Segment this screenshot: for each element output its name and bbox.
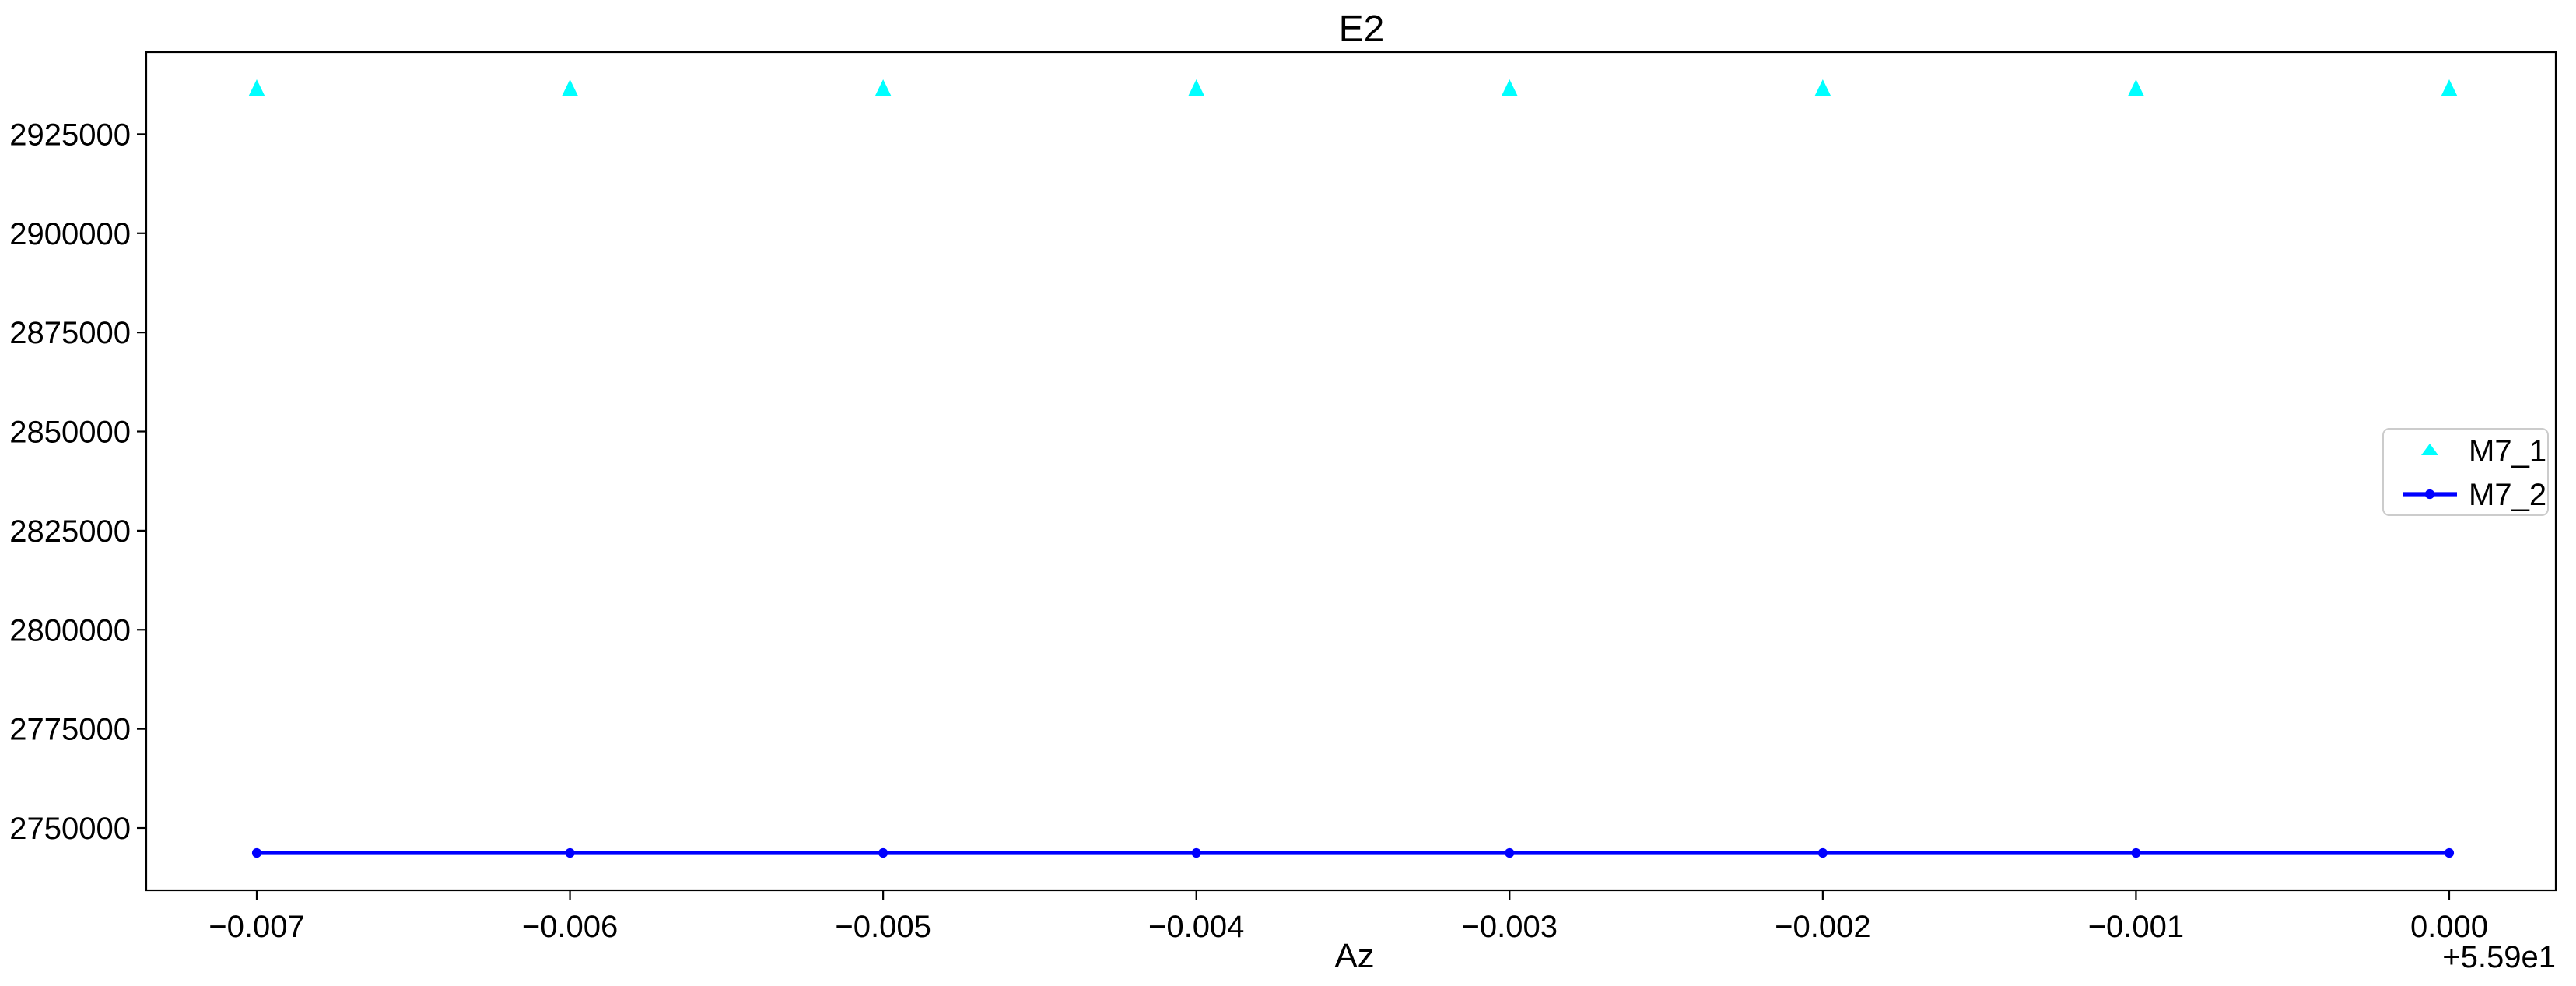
svg-text:M7_2: M7_2 <box>2469 478 2546 512</box>
svg-text:2925000: 2925000 <box>9 118 131 152</box>
svg-text:2900000: 2900000 <box>9 217 131 251</box>
svg-text:+5.59e1: +5.59e1 <box>2442 940 2556 974</box>
svg-text:−0.001: −0.001 <box>2088 910 2184 944</box>
svg-text:2750000: 2750000 <box>9 812 131 846</box>
svg-text:2775000: 2775000 <box>9 713 131 747</box>
svg-text:M7_1: M7_1 <box>2469 434 2546 468</box>
svg-text:2825000: 2825000 <box>9 514 131 549</box>
svg-text:−0.006: −0.006 <box>522 910 618 944</box>
svg-text:0.000: 0.000 <box>2410 910 2488 944</box>
svg-text:−0.007: −0.007 <box>209 910 304 944</box>
svg-text:2850000: 2850000 <box>9 416 131 450</box>
svg-text:E2: E2 <box>1339 9 1385 50</box>
svg-text:2875000: 2875000 <box>9 316 131 350</box>
svg-text:−0.004: −0.004 <box>1148 910 1244 944</box>
svg-text:Az: Az <box>1334 937 1374 975</box>
svg-text:−0.003: −0.003 <box>1462 910 1558 944</box>
svg-text:−0.005: −0.005 <box>835 910 931 944</box>
svg-text:−0.002: −0.002 <box>1775 910 1870 944</box>
svg-text:2800000: 2800000 <box>9 613 131 647</box>
